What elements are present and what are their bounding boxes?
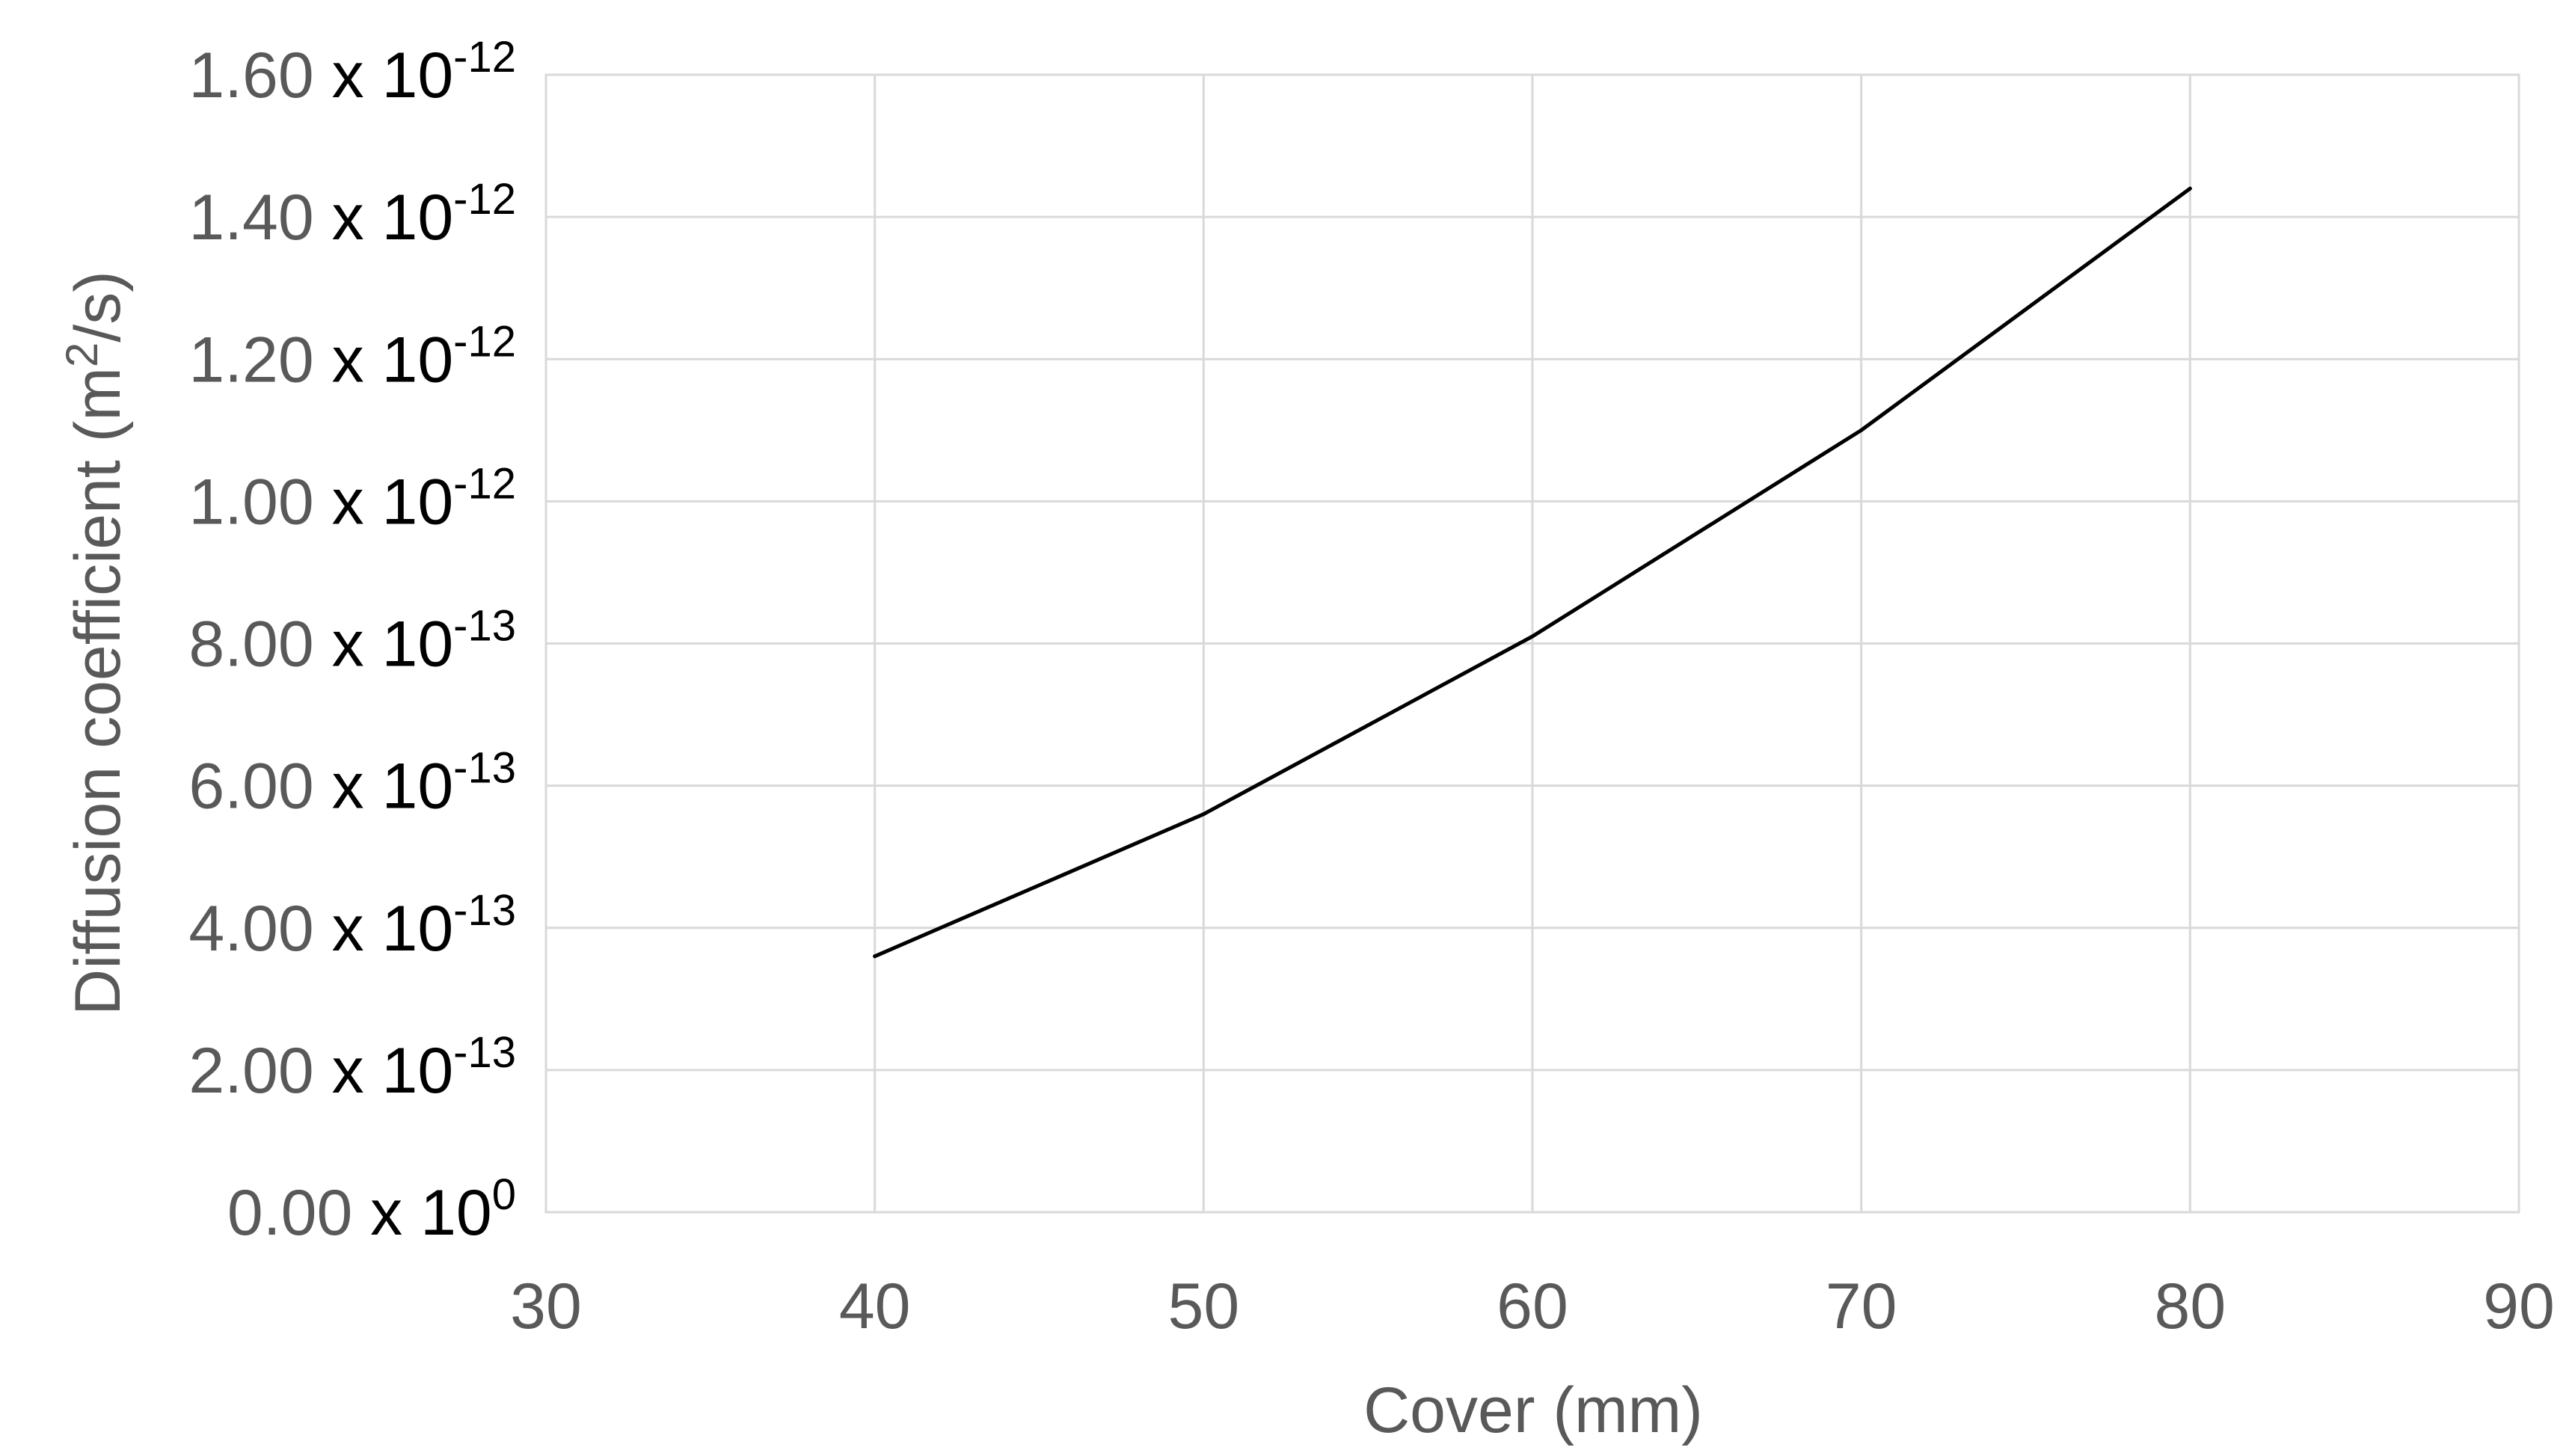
x-tick-label: 90 bbox=[2483, 1271, 2555, 1342]
x-tick-label: 80 bbox=[2154, 1271, 2226, 1342]
y-tick-base: x 10 bbox=[332, 324, 454, 396]
x-tick-label: 50 bbox=[1167, 1271, 1239, 1342]
data-point bbox=[1201, 812, 1206, 817]
y-tick-mantissa: 6.00 bbox=[188, 751, 331, 823]
y-axis-label: Diffusion coefficient (m2/s) bbox=[57, 271, 134, 1016]
y-tick-label: 8.00 x 10-13 bbox=[188, 602, 516, 681]
data-point bbox=[2188, 186, 2192, 191]
y-tick-mantissa: 1.00 bbox=[188, 466, 331, 538]
y-tick-label: 2.00 x 10-13 bbox=[188, 1028, 516, 1107]
y-tick-mantissa: 2.00 bbox=[188, 1035, 331, 1107]
x-tick-label: 70 bbox=[1826, 1271, 1897, 1342]
y-tick-label: 1.40 x 10-12 bbox=[188, 175, 516, 254]
y-tick-base: x 10 bbox=[370, 1177, 492, 1249]
y-tick-label: 1.60 x 10-12 bbox=[188, 33, 516, 111]
y-tick-exponent: -13 bbox=[453, 1028, 516, 1077]
y-tick-mantissa: 0.00 bbox=[227, 1177, 370, 1249]
x-tick-label: 30 bbox=[510, 1271, 582, 1342]
y-tick-mantissa: 1.60 bbox=[188, 40, 331, 111]
y-tick-label: 4.00 x 10-13 bbox=[188, 886, 516, 965]
y-axis-label-pre: Diffusion coefficient (m bbox=[62, 367, 134, 1016]
data-point bbox=[1530, 634, 1535, 639]
y-tick-exponent: -13 bbox=[453, 886, 516, 935]
y-tick-exponent: -12 bbox=[453, 459, 516, 508]
y-tick-base: x 10 bbox=[332, 751, 454, 823]
grid-lines bbox=[544, 73, 2520, 1214]
y-tick-label: 6.00 x 10-13 bbox=[188, 744, 516, 823]
plot-area-border bbox=[544, 73, 2520, 1214]
y-tick-base: x 10 bbox=[332, 609, 454, 681]
y-tick-base: x 10 bbox=[332, 40, 454, 111]
y-tick-base: x 10 bbox=[332, 466, 454, 538]
y-tick-mantissa: 1.40 bbox=[188, 182, 331, 254]
y-tick-base: x 10 bbox=[332, 893, 454, 965]
y-tick-base: x 10 bbox=[332, 1035, 454, 1107]
y-tick-exponent: -13 bbox=[453, 602, 516, 651]
x-axis-tick-labels: 30 40 50 60 70 80 90 bbox=[510, 1271, 2555, 1342]
y-tick-exponent: -13 bbox=[453, 744, 516, 793]
x-tick-label: 60 bbox=[1497, 1271, 1568, 1342]
y-tick-mantissa: 1.20 bbox=[188, 324, 331, 396]
y-axis-label-post: /s) bbox=[62, 271, 134, 343]
y-tick-label: 1.00 x 10-12 bbox=[188, 459, 516, 538]
y-tick-exponent: -12 bbox=[453, 33, 516, 82]
series-layer bbox=[873, 186, 2192, 959]
y-tick-label: 0.00 x 100 bbox=[227, 1170, 516, 1249]
y-tick-mantissa: 4.00 bbox=[188, 893, 331, 965]
x-axis-label: Cover (mm) bbox=[1363, 1374, 1703, 1446]
y-tick-base: x 10 bbox=[332, 182, 454, 254]
y-axis-label-sup: 2 bbox=[57, 343, 107, 367]
y-tick-exponent: 0 bbox=[492, 1170, 516, 1219]
y-tick-exponent: -12 bbox=[453, 317, 516, 366]
y-tick-mantissa: 8.00 bbox=[188, 609, 331, 681]
y-tick-label: 1.20 x 10-12 bbox=[188, 317, 516, 396]
data-point bbox=[1859, 428, 1864, 432]
x-tick-label: 40 bbox=[839, 1271, 911, 1342]
y-tick-exponent: -12 bbox=[453, 175, 516, 224]
data-point bbox=[873, 954, 877, 959]
